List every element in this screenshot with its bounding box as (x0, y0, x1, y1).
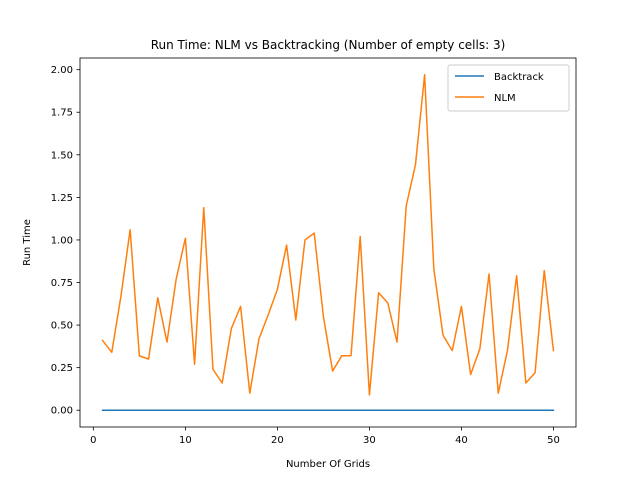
x-tick-label: 30 (363, 435, 376, 446)
legend-label-nlm: NLM (494, 93, 516, 104)
legend-label-backtrack: Backtrack (494, 72, 544, 83)
y-tick-label: 0.00 (51, 406, 73, 417)
x-tick-label: 0 (90, 435, 96, 446)
y-tick-label: 1.50 (51, 150, 73, 161)
x-tick-label: 40 (455, 435, 468, 446)
y-tick-label: 1.25 (51, 193, 73, 204)
y-tick-label: 1.75 (51, 108, 73, 119)
x-tick-label: 20 (271, 435, 284, 446)
y-tick-label: 2.00 (51, 65, 73, 76)
y-tick-label: 1.00 (51, 235, 73, 246)
plot-frame (79, 57, 577, 428)
legend: Backtrack NLM (447, 64, 570, 112)
y-axis-ticks: 0.00 0.25 0.50 0.75 1.00 1.25 1.50 1.75 2.00 (51, 65, 80, 417)
x-axis-label: Number Of Grids (286, 459, 370, 470)
y-tick-label: 0.25 (51, 363, 73, 374)
series-line-nlm (101, 74, 555, 396)
y-tick-label: 0.50 (51, 321, 73, 332)
x-tick-label: 10 (179, 435, 192, 446)
x-tick-label: 50 (547, 435, 560, 446)
x-axis-ticks: 0 10 20 30 40 50 (90, 427, 560, 446)
y-tick-label: 0.75 (51, 278, 73, 289)
chart-title: Run Time: NLM vs Backtracking (Number of… (151, 38, 506, 52)
y-axis-label: Run Time (22, 219, 33, 266)
series-layer (101, 74, 555, 411)
plot-area (80, 58, 576, 427)
